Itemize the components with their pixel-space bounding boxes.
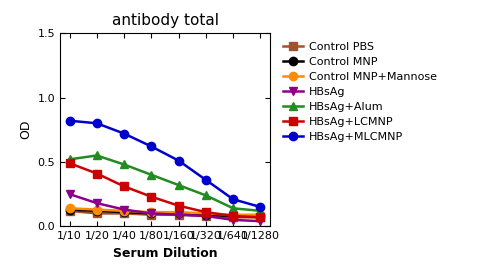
HBsAg+MLCMNP <box>258 205 264 209</box>
HBsAg+LCMNP <box>66 161 72 165</box>
Y-axis label: OD: OD <box>19 120 32 139</box>
Control MNP <box>203 213 209 216</box>
X-axis label: Serum Dilution: Serum Dilution <box>112 247 218 260</box>
Control MNP+Mannose <box>121 209 127 213</box>
HBsAg+Alum <box>148 173 154 176</box>
HBsAg <box>203 214 209 218</box>
HBsAg+Alum <box>66 158 72 161</box>
Control MNP+Mannose <box>230 213 236 216</box>
HBsAg+Alum <box>258 209 264 213</box>
HBsAg <box>66 192 72 196</box>
HBsAg+MLCMNP <box>121 132 127 135</box>
HBsAg <box>176 213 182 216</box>
HBsAg+LCMNP <box>94 172 100 175</box>
Control PBS <box>203 214 209 218</box>
HBsAg+Alum <box>176 184 182 187</box>
Control MNP+Mannose <box>258 213 264 216</box>
Control MNP+Mannose <box>94 208 100 211</box>
Control PBS <box>66 209 72 213</box>
Control PBS <box>94 212 100 215</box>
Control PBS <box>121 212 127 215</box>
Control MNP <box>176 212 182 215</box>
HBsAg+Alum <box>94 154 100 157</box>
HBsAg <box>258 219 264 223</box>
HBsAg+MLCMNP <box>148 145 154 148</box>
Control MNP <box>94 209 100 213</box>
HBsAg+LCMNP <box>176 204 182 207</box>
Line: Control MNP: Control MNP <box>66 205 264 220</box>
HBsAg+LCMNP <box>258 216 264 219</box>
Line: Control MNP+Mannose: Control MNP+Mannose <box>66 204 264 219</box>
HBsAg+MLCMNP <box>230 198 236 201</box>
HBsAg+Alum <box>203 194 209 197</box>
Title: antibody total: antibody total <box>112 13 218 28</box>
Control PBS <box>176 213 182 216</box>
HBsAg <box>148 212 154 215</box>
Control MNP <box>148 212 154 215</box>
HBsAg+LCMNP <box>121 185 127 188</box>
Control PBS <box>258 216 264 219</box>
HBsAg <box>121 208 127 211</box>
HBsAg+LCMNP <box>148 195 154 198</box>
Control MNP <box>258 214 264 218</box>
Control MNP+Mannose <box>203 212 209 215</box>
HBsAg+MLCMNP <box>203 178 209 182</box>
Line: Control PBS: Control PBS <box>66 207 264 221</box>
HBsAg+MLCMNP <box>66 119 72 122</box>
HBsAg <box>230 218 236 222</box>
Control MNP <box>66 208 72 211</box>
Legend: Control PBS, Control MNP, Control MNP+Mannose, HBsAg, HBsAg+Alum, HBsAg+LCMNP, H: Control PBS, Control MNP, Control MNP+Ma… <box>280 39 440 145</box>
HBsAg+LCMNP <box>203 211 209 214</box>
HBsAg+LCMNP <box>230 214 236 218</box>
HBsAg+Alum <box>121 163 127 166</box>
Line: HBsAg+LCMNP: HBsAg+LCMNP <box>66 159 264 221</box>
HBsAg <box>94 201 100 205</box>
HBsAg+MLCMNP <box>94 122 100 125</box>
Control MNP <box>121 211 127 214</box>
Line: HBsAg+Alum: HBsAg+Alum <box>66 151 264 215</box>
Line: HBsAg: HBsAg <box>66 190 264 225</box>
Control PBS <box>148 213 154 216</box>
Control MNP+Mannose <box>176 211 182 214</box>
Control MNP+Mannose <box>148 211 154 214</box>
Control MNP+Mannose <box>66 207 72 210</box>
HBsAg+Alum <box>230 207 236 210</box>
HBsAg+MLCMNP <box>176 159 182 162</box>
Line: HBsAg+MLCMNP: HBsAg+MLCMNP <box>66 116 264 211</box>
Control PBS <box>230 216 236 219</box>
Control MNP <box>230 214 236 218</box>
